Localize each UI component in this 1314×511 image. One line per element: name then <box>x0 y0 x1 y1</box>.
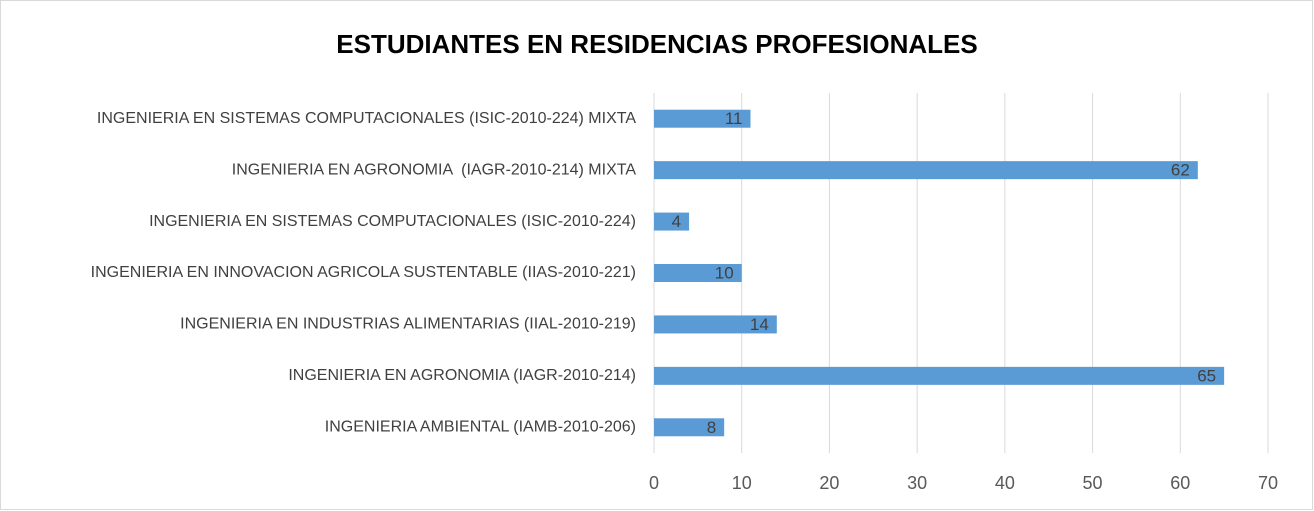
data-label: 4 <box>672 212 681 231</box>
data-label: 10 <box>715 263 734 282</box>
bar <box>654 109 751 128</box>
y-tick-label: INGENIERIA EN SISTEMAS COMPUTACIONALES (… <box>149 213 636 230</box>
x-tick-label: 60 <box>1170 473 1190 493</box>
x-tick-label: 10 <box>732 473 752 493</box>
data-label: 14 <box>750 315 769 334</box>
x-tick-label: 50 <box>1083 473 1103 493</box>
data-label: 11 <box>725 109 743 128</box>
y-tick-label: INGENIERIA AMBIENTAL (IAMB-2010-206) <box>325 419 636 436</box>
y-tick-label: INGENIERIA EN AGRONOMIA (IAGR-2010-214) … <box>232 161 637 178</box>
bar <box>654 315 777 334</box>
bar <box>654 264 742 282</box>
y-tick-label: INGENIERIA EN SISTEMAS COMPUTACIONALES (… <box>97 110 636 127</box>
y-tick-label: INGENIERIA EN INDUSTRIAS ALIMENTARIAS (I… <box>180 316 636 333</box>
bar <box>654 161 1198 180</box>
bar <box>654 212 690 231</box>
y-tick-label: INGENIERIA EN AGRONOMIA (IAGR-2010-214) <box>288 367 636 384</box>
data-label: 8 <box>707 418 716 437</box>
x-tick-label: 30 <box>907 473 927 493</box>
data-label: 65 <box>1197 366 1216 385</box>
y-tick-label: INGENIERIA EN INNOVACION AGRICOLA SUSTEN… <box>91 264 636 281</box>
x-tick-label: 0 <box>649 473 659 493</box>
bar <box>654 418 725 437</box>
bar <box>654 366 1225 385</box>
x-tick-label: 40 <box>995 473 1015 493</box>
data-label: 62 <box>1171 161 1190 180</box>
chart-title: ESTUDIANTES EN RESIDENCIAS PROFESIONALES <box>336 29 977 59</box>
x-tick-label: 20 <box>819 473 839 493</box>
x-tick-label: 70 <box>1258 473 1278 493</box>
